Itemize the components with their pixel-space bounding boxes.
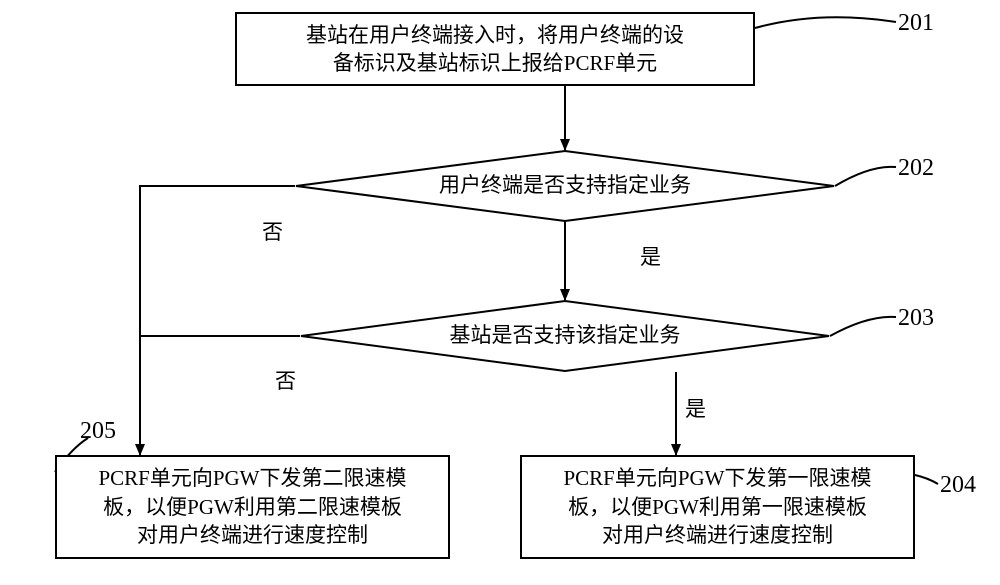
node-202: 用户终端是否支持指定业务 xyxy=(295,150,835,222)
edge-label-202-yes: 是 xyxy=(640,241,661,271)
step-label-201: 201 xyxy=(898,10,934,37)
node-201-text: 基站在用户终端接入时，将用户终端的设备标识及基站标识上报给PCRF单元 xyxy=(306,21,684,78)
node-203: 基站是否支持该指定业务 xyxy=(300,300,830,372)
step-label-204: 204 xyxy=(940,472,976,499)
edge-label-203-no: 否 xyxy=(275,365,296,395)
node-204: PCRF单元向PGW下发第一限速模板，以便PGW利用第一限速模板对用户终端进行速… xyxy=(520,455,915,559)
step-label-205: 205 xyxy=(80,418,116,445)
node-202-text: 用户终端是否支持指定业务 xyxy=(439,172,691,199)
node-201: 基站在用户终端接入时，将用户终端的设备标识及基站标识上报给PCRF单元 xyxy=(235,12,755,86)
step-label-202: 202 xyxy=(898,155,934,182)
step-label-203: 203 xyxy=(898,305,934,332)
node-203-text: 基站是否支持该指定业务 xyxy=(450,322,681,349)
node-205-text: PCRF单元向PGW下发第二限速模板，以便PGW利用第二限速模板对用户终端进行速… xyxy=(98,464,406,549)
node-204-text: PCRF单元向PGW下发第一限速模板，以便PGW利用第一限速模板对用户终端进行速… xyxy=(563,464,871,549)
edge-label-203-yes: 是 xyxy=(685,393,706,423)
node-205: PCRF单元向PGW下发第二限速模板，以便PGW利用第二限速模板对用户终端进行速… xyxy=(55,455,450,559)
flowchart-canvas: 基站在用户终端接入时，将用户终端的设备标识及基站标识上报给PCRF单元 用户终端… xyxy=(0,0,1000,585)
edge-label-202-no: 否 xyxy=(262,216,283,246)
